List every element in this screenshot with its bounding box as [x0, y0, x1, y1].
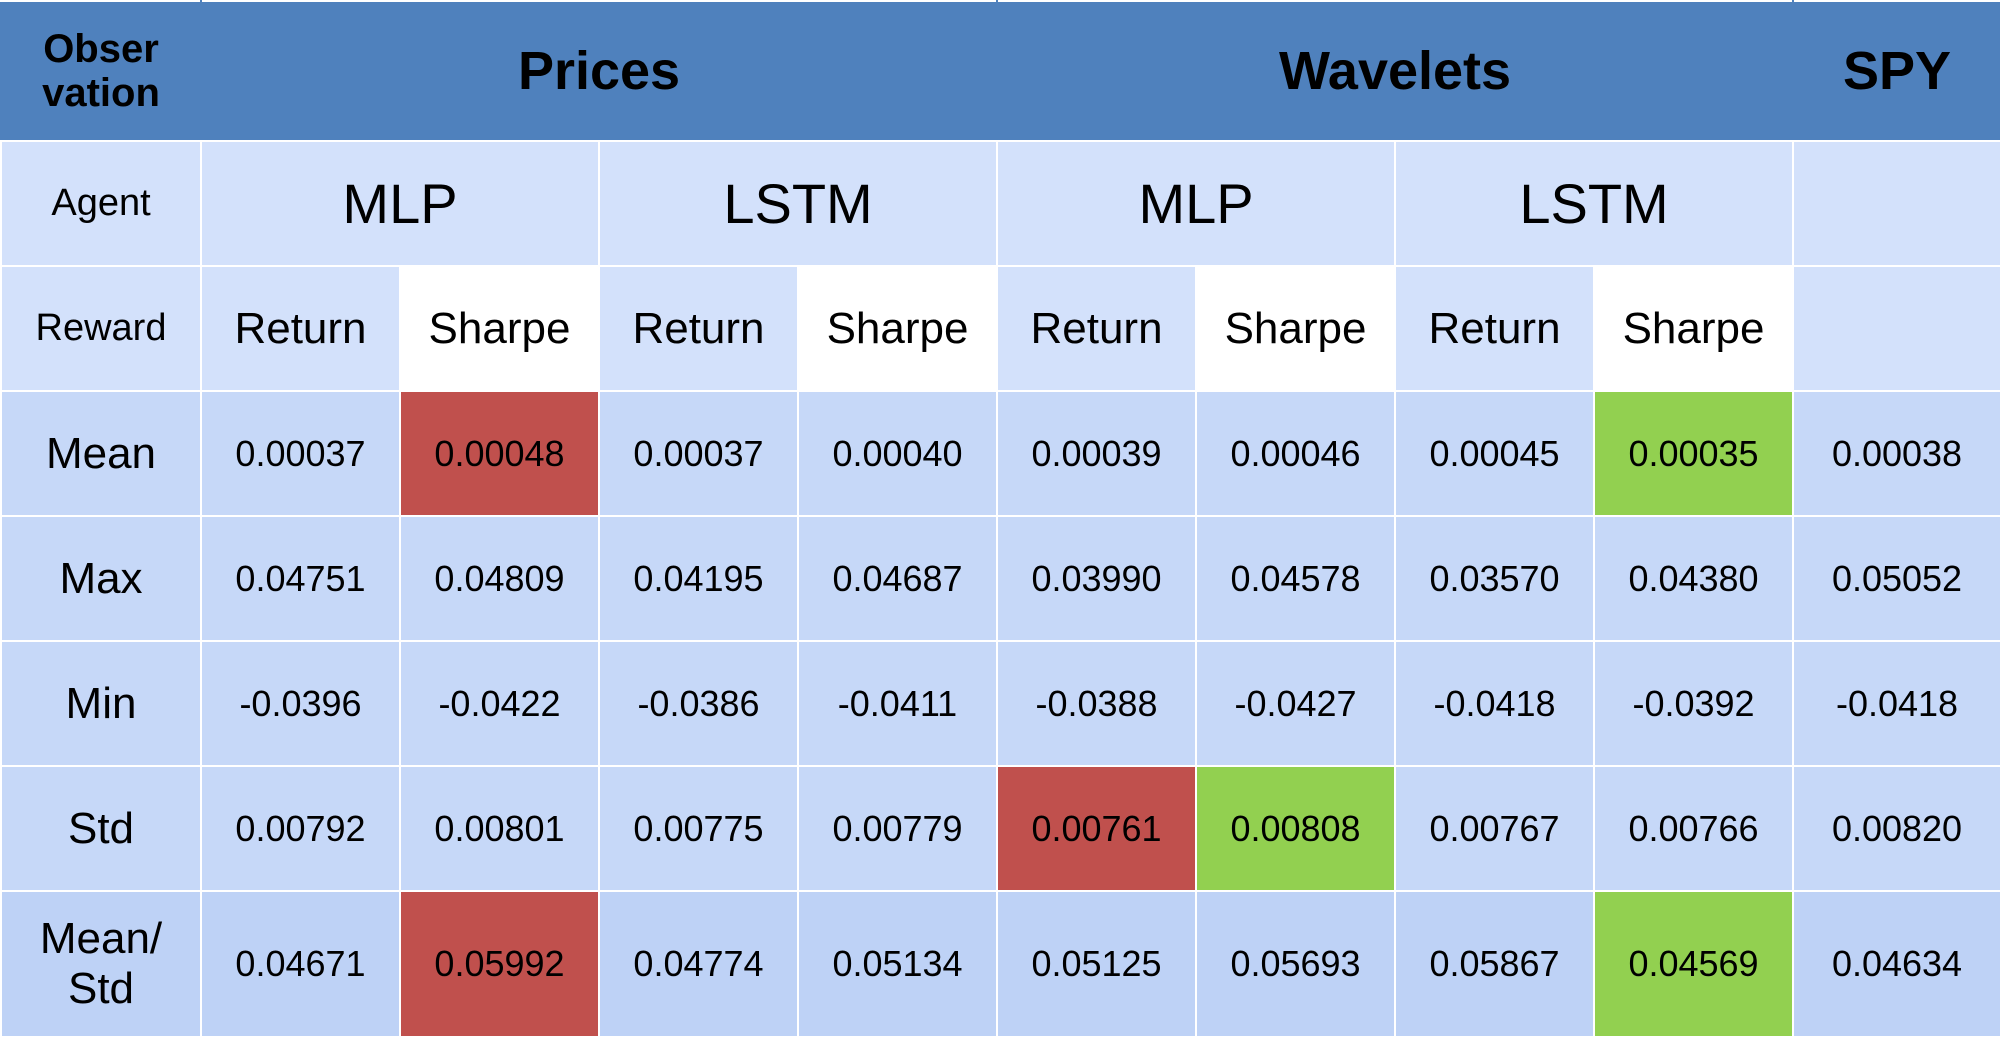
value-cell-highlight-red: 0.00761 — [996, 765, 1198, 892]
value-cell: 0.00046 — [1195, 390, 1397, 517]
agent-row-label: Agent — [0, 140, 202, 267]
agent-cell-spy — [1792, 140, 2000, 267]
value-cell: 0.04809 — [399, 515, 600, 642]
value-cell: 0.05125 — [996, 890, 1198, 1038]
value-cell-highlight-red: 0.05992 — [399, 890, 600, 1038]
value-cell: 0.04751 — [200, 515, 401, 642]
value-cell: -0.0396 — [200, 640, 401, 767]
value-cell: -0.0386 — [598, 640, 799, 767]
value-cell: -0.0411 — [796, 640, 999, 767]
value-cell-highlight-green: 0.04569 — [1593, 890, 1795, 1038]
observation-header-label: Obser vation — [0, 0, 202, 142]
value-cell: 0.00038 — [1792, 390, 2000, 517]
value-cell: 0.00767 — [1394, 765, 1596, 892]
value-cell: 0.00792 — [200, 765, 401, 892]
value-cell-highlight-green: 0.00035 — [1593, 390, 1795, 517]
reward-cell: Sharpe — [1593, 265, 1795, 392]
value-cell: 0.05134 — [796, 890, 999, 1038]
value-cell: 0.05867 — [1394, 890, 1596, 1038]
reward-row-label: Reward — [0, 265, 202, 392]
agent-cell: LSTM — [597, 140, 999, 267]
observation-header-row: Obser vation Prices Wavelets SPY — [0, 0, 2000, 142]
reward-cell: Sharpe — [1195, 265, 1397, 392]
value-cell: 0.00037 — [598, 390, 799, 517]
table-row-min: Min -0.0396 -0.0422 -0.0386 -0.0411 -0.0… — [0, 640, 2000, 767]
value-cell: 0.03990 — [996, 515, 1198, 642]
value-cell: -0.0422 — [399, 640, 600, 767]
value-cell: 0.00045 — [1394, 390, 1596, 517]
reward-cell: Return — [1394, 265, 1596, 392]
table-row-mean: Mean 0.00037 0.00048 0.00037 0.00040 0.0… — [0, 390, 2000, 517]
agent-row: Agent MLP LSTM MLP LSTM — [0, 140, 2000, 267]
value-cell: -0.0418 — [1394, 640, 1596, 767]
value-cell: 0.04195 — [598, 515, 799, 642]
value-cell: 0.00775 — [598, 765, 799, 892]
reward-cell: Return — [200, 265, 401, 392]
value-cell: 0.00779 — [796, 765, 999, 892]
value-cell: 0.05052 — [1792, 515, 2000, 642]
value-cell: -0.0392 — [1593, 640, 1795, 767]
value-cell-highlight-red: 0.00048 — [399, 390, 600, 517]
value-cell: 0.04671 — [200, 890, 401, 1038]
value-cell: 0.04578 — [1195, 515, 1397, 642]
value-cell: 0.00801 — [399, 765, 600, 892]
reward-cell: Return — [996, 265, 1198, 392]
row-label: Std — [0, 765, 202, 892]
row-label: Max — [0, 515, 202, 642]
agent-cell: MLP — [996, 140, 1397, 267]
value-cell: 0.00766 — [1593, 765, 1795, 892]
value-cell: -0.0427 — [1195, 640, 1397, 767]
value-cell: -0.0388 — [996, 640, 1198, 767]
value-cell: 0.00820 — [1792, 765, 2000, 892]
value-cell: 0.00037 — [200, 390, 401, 517]
value-cell: 0.03570 — [1394, 515, 1596, 642]
table-row-mean-std: Mean/ Std 0.04671 0.05992 0.04774 0.0513… — [0, 890, 2000, 1038]
agent-cell: LSTM — [1394, 140, 1795, 267]
group-header-prices: Prices — [199, 0, 999, 142]
observation-header-text: Obser vation — [42, 27, 160, 115]
row-label: Min — [0, 640, 202, 767]
row-label: Mean — [0, 390, 202, 517]
value-cell: 0.00040 — [796, 390, 999, 517]
agent-cell: MLP — [200, 140, 600, 267]
value-cell: 0.04687 — [796, 515, 999, 642]
reward-cell-spy — [1792, 265, 2000, 392]
table-row-max: Max 0.04751 0.04809 0.04195 0.04687 0.03… — [0, 515, 2000, 642]
value-cell: 0.04774 — [598, 890, 799, 1038]
value-cell: 0.04380 — [1593, 515, 1795, 642]
value-cell: -0.0418 — [1792, 640, 2000, 767]
value-cell: 0.04634 — [1792, 890, 2000, 1038]
table-row-std: Std 0.00792 0.00801 0.00775 0.00779 0.00… — [0, 765, 2000, 892]
value-cell: 0.00039 — [996, 390, 1198, 517]
value-cell-highlight-green: 0.00808 — [1195, 765, 1397, 892]
reward-cell: Sharpe — [399, 265, 600, 392]
reward-cell: Return — [598, 265, 799, 392]
value-cell: 0.05693 — [1195, 890, 1397, 1038]
row-label-text: Mean/ Std — [39, 914, 163, 1013]
row-label: Mean/ Std — [0, 890, 202, 1038]
reward-cell: Sharpe — [796, 265, 999, 392]
group-header-wavelets: Wavelets — [996, 0, 1795, 142]
group-header-spy: SPY — [1792, 0, 2000, 142]
reward-row: Reward Return Sharpe Return Sharpe Retur… — [0, 265, 2000, 392]
